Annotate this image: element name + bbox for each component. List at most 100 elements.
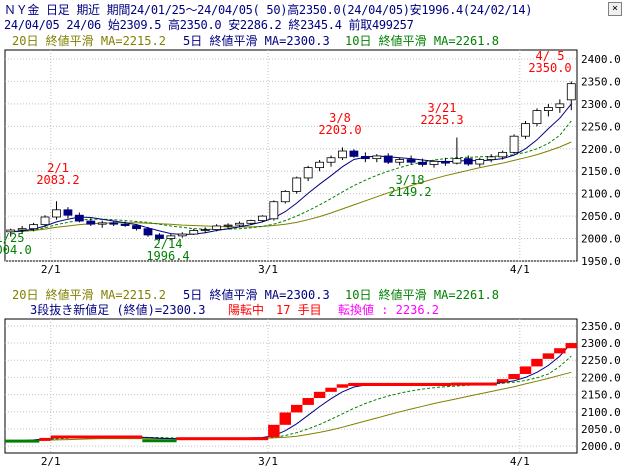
y-tick-label: 2000.0: [581, 440, 621, 453]
annotation-value: 1996.4: [146, 249, 189, 263]
candle: [292, 177, 302, 192]
info-state: 陽転中: [228, 302, 264, 317]
price-block: [531, 358, 543, 367]
last-bar-summary: 24/04/05 24/06 始2309.5 高2350.0 安2286.2 終…: [4, 18, 414, 32]
legend-ma5: 5日 終値平滑 MA=2300.3: [183, 33, 330, 48]
candle: [235, 222, 244, 226]
candle: [63, 209, 73, 216]
legend-ma10: 10日 終値平滑 MA=2261.8: [345, 287, 499, 302]
price-block: [542, 353, 555, 359]
y-tick-label: 2200.0: [581, 371, 621, 384]
candle: [269, 201, 279, 220]
candle: [189, 230, 199, 235]
price-block: [508, 373, 520, 380]
y-tick-label: 2050.0: [581, 210, 621, 223]
annotation-value: 2004.0: [0, 243, 32, 257]
price-block: [565, 343, 577, 349]
price-block: [142, 439, 177, 443]
annotation-date: 4/ 5: [536, 49, 565, 63]
candle: [498, 151, 508, 158]
candle: [132, 225, 141, 230]
candle: [97, 222, 107, 225]
y-tick-label: 1950.0: [581, 255, 621, 268]
candle: [406, 159, 416, 163]
y-tick-label: 2250.0: [581, 354, 621, 367]
candle: [86, 220, 96, 225]
y-tick-label: 2350.0: [581, 75, 621, 88]
legend-ma5: 5日 終値平滑 MA=2300.3: [183, 287, 330, 302]
candle: [109, 222, 119, 225]
candle: [486, 156, 496, 160]
legend-ma20: 20日 終値平滑 MA=2215.2: [12, 33, 166, 48]
annotation-date: 2/14: [154, 237, 183, 251]
candle: [212, 225, 222, 230]
candle: [372, 155, 382, 160]
annotation-date: 2/1: [47, 161, 69, 175]
x-tick-label: 3/1: [258, 455, 278, 468]
new-price-chart: 2350.0 2300.0 2250.0 2200.0 2150.0 2100.0 2050…: [4, 287, 621, 468]
candle: [509, 135, 519, 153]
price-block: [176, 437, 269, 441]
y-tick-label: 2400.0: [581, 53, 621, 66]
candle: [303, 167, 313, 179]
y-tick-label: 2350.0: [581, 320, 621, 333]
candle: [521, 123, 530, 137]
x-tick-label: 3/1: [258, 263, 278, 276]
candle: [280, 191, 290, 203]
annotation-value: 2083.2: [36, 173, 79, 187]
price-block: [336, 384, 349, 388]
price-block: [554, 348, 566, 354]
ma10-line: [10, 120, 572, 233]
candle: [223, 224, 233, 227]
y-tick-label: 2200.0: [581, 143, 621, 156]
y-tick-label: 2300.0: [581, 337, 621, 350]
close-icon[interactable]: ×: [608, 2, 622, 16]
price-block: [451, 382, 497, 386]
plot-frame: [4, 49, 578, 262]
annotation-date: 3/21: [428, 101, 457, 115]
candle: [40, 216, 50, 226]
y-tick-label: 2300.0: [581, 98, 621, 111]
candle: [315, 161, 325, 169]
candle: [349, 150, 359, 157]
candle: [143, 228, 153, 236]
candle: [566, 83, 576, 101]
candle: [6, 229, 16, 233]
candlestick-chart: 2400.0 2350.0 2300.0 2250.0 2200.0 2150.0 2100…: [0, 33, 621, 276]
annotation-value: 2149.2: [388, 185, 431, 199]
price-block: [496, 379, 509, 383]
candle: [360, 155, 370, 160]
legend-ma20: 20日 終値平滑 MA=2215.2: [12, 287, 166, 302]
candle: [177, 233, 187, 237]
candle: [532, 110, 542, 125]
y-tick-label: 2100.0: [581, 406, 621, 419]
plot-frame: [4, 318, 578, 454]
candle: [52, 209, 61, 218]
annotation-value: 2225.3: [420, 113, 463, 127]
price-block: [268, 424, 280, 438]
y-tick-label: 2000.0: [581, 233, 621, 246]
price-block: [5, 439, 40, 443]
price-block: [519, 366, 532, 374]
x-tick-label: 2/1: [41, 455, 61, 468]
candle: [555, 103, 565, 108]
info-reversal: 転換値 : 2236.2: [338, 302, 439, 317]
x-tick-label: 4/1: [510, 455, 530, 468]
price-block: [50, 435, 143, 439]
candle: [17, 228, 27, 231]
candle: [166, 235, 176, 239]
annotation-value: 2203.0: [318, 123, 361, 137]
price-block: [313, 391, 326, 399]
candle: [383, 155, 393, 163]
annotation-value: 2350.0: [528, 61, 571, 75]
chart-header: ＮＹ金 日足 期近 期間24/01/25～24/04/05( 50)高2350.…: [0, 0, 624, 32]
price-block: [348, 382, 452, 386]
candle: [452, 158, 462, 164]
info-prefix: 3段抜き新値足 (終値)=2300.3: [30, 302, 205, 317]
y-tick-label: 2150.0: [581, 389, 621, 402]
candle: [120, 223, 130, 226]
candle: [338, 150, 347, 159]
candle: [418, 161, 427, 165]
candle: [475, 159, 485, 165]
annotation-date: 3/18: [396, 173, 425, 187]
